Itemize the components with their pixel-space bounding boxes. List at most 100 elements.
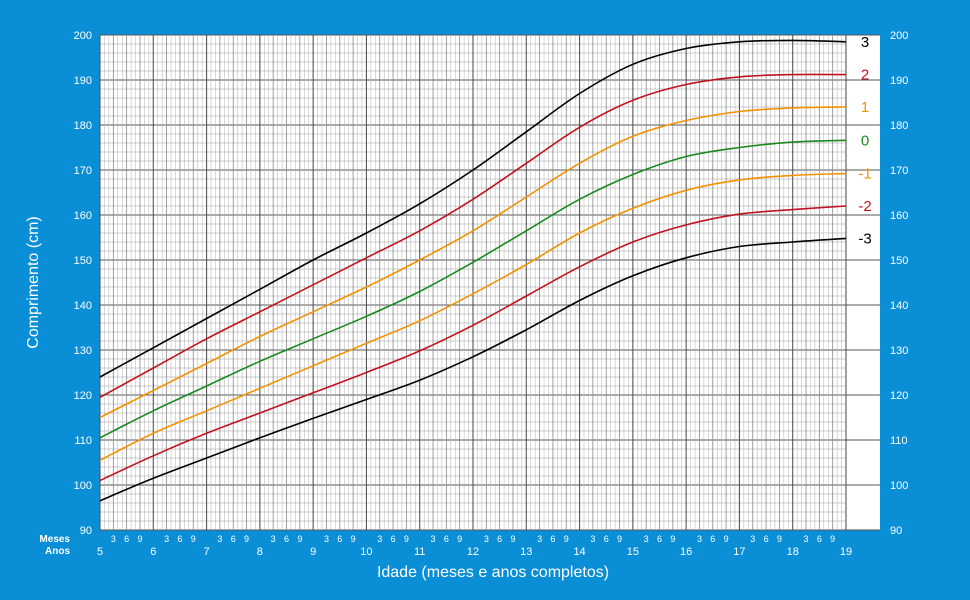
x-month-tick-label: 3	[377, 534, 382, 544]
x-month-tick-label: 6	[710, 534, 715, 544]
y-tick-label-right: 90	[890, 525, 902, 537]
series-line-3	[99, 39, 847, 378]
y-tick-label-left: 180	[74, 120, 92, 132]
series-line--2	[99, 205, 847, 482]
series-label--1: -1	[858, 166, 871, 183]
x-month-tick-label: 9	[404, 534, 409, 544]
series-label-2: 2	[861, 67, 869, 84]
y-tick-label-right: 160	[890, 210, 908, 222]
y-tick-label-left: 200	[74, 30, 92, 42]
x-month-tick-label: 6	[337, 534, 342, 544]
x-month-tick-label: 9	[617, 534, 622, 544]
x-year-tick-label: 8	[257, 546, 263, 558]
series-label-0: 0	[861, 132, 869, 149]
grid	[99, 34, 880, 531]
x-month-tick-label: 9	[777, 534, 782, 544]
x-month-tick-label: 6	[764, 534, 769, 544]
y-tick-label-right: 120	[890, 390, 908, 402]
x-year-tick-label: 6	[150, 546, 156, 558]
x-month-tick-label: 9	[297, 534, 302, 544]
y-tick-label-left: 150	[74, 255, 92, 267]
y-tick-label-left: 110	[74, 435, 92, 447]
x-year-tick-label: 14	[573, 546, 585, 558]
series-line--1	[99, 172, 847, 462]
x-year-tick-label: 9	[310, 546, 316, 558]
x-month-tick-label: 3	[111, 534, 116, 544]
x-month-tick-label: 9	[724, 534, 729, 544]
y-tick-label-right: 180	[890, 120, 908, 132]
x-year-tick-label: 12	[467, 546, 479, 558]
y-tick-label-left: 130	[74, 345, 92, 357]
x-month-tick-label: 9	[191, 534, 196, 544]
x-month-tick-label: 3	[697, 534, 702, 544]
x-month-tick-label: 9	[457, 534, 462, 544]
x-month-tick-label: 6	[817, 534, 822, 544]
months-row-label: Meses	[39, 534, 70, 545]
x-year-tick-label: 15	[627, 546, 639, 558]
x-month-tick-label: 3	[217, 534, 222, 544]
x-month-tick-label: 9	[564, 534, 569, 544]
y-tick-label-left: 140	[74, 300, 92, 312]
series-label-1: 1	[861, 99, 869, 116]
x-year-tick-label: 19	[840, 546, 852, 558]
x-month-tick-label: 3	[484, 534, 489, 544]
y-tick-label-right: 150	[890, 255, 908, 267]
series-line-2	[99, 73, 847, 399]
y-tick-label-right: 170	[890, 165, 908, 177]
x-year-tick-label: 17	[733, 546, 745, 558]
years-row-label: Anos	[45, 546, 70, 557]
x-month-tick-label: 3	[324, 534, 329, 544]
series-line-1	[99, 106, 847, 419]
x-month-tick-label: 6	[657, 534, 662, 544]
x-month-tick-label: 6	[391, 534, 396, 544]
y-axis-title: Comprimento (cm)	[25, 216, 42, 348]
x-year-tick-label: 16	[680, 546, 692, 558]
x-year-tick-label: 10	[360, 546, 372, 558]
x-month-tick-label: 3	[644, 534, 649, 544]
x-month-tick-label: 3	[537, 534, 542, 544]
x-year-tick-label: 7	[204, 546, 210, 558]
y-tick-label-right: 100	[890, 480, 908, 492]
x-axis-title: Idade (meses e anos completos)	[377, 564, 609, 581]
y-tick-label-left: 190	[74, 75, 92, 87]
y-tick-label-left: 170	[74, 165, 92, 177]
x-month-tick-label: 3	[164, 534, 169, 544]
x-month-tick-label: 6	[444, 534, 449, 544]
x-month-tick-label: 9	[510, 534, 515, 544]
series-lines	[99, 39, 847, 502]
x-month-tick-label: 3	[271, 534, 276, 544]
series-label--3: -3	[858, 230, 871, 247]
x-year-tick-label: 11	[414, 546, 425, 558]
y-tick-label-left: 90	[80, 525, 92, 537]
y-tick-label-right: 200	[890, 30, 908, 42]
y-tick-label-left: 120	[74, 390, 92, 402]
plot-area	[100, 35, 880, 530]
x-month-tick-label: 3	[431, 534, 436, 544]
x-year-tick-label: 18	[787, 546, 799, 558]
x-month-tick-label: 3	[590, 534, 595, 544]
x-month-tick-label: 3	[804, 534, 809, 544]
y-tick-label-right: 130	[890, 345, 908, 357]
x-month-tick-label: 6	[550, 534, 555, 544]
x-month-tick-label: 3	[750, 534, 755, 544]
series-line-0	[99, 139, 847, 439]
x-month-tick-label: 6	[497, 534, 502, 544]
y-tick-label-left: 160	[74, 210, 92, 222]
x-month-tick-label: 9	[244, 534, 249, 544]
x-month-tick-label: 9	[830, 534, 835, 544]
y-tick-label-right: 140	[890, 300, 908, 312]
x-month-tick-label: 6	[231, 534, 236, 544]
x-month-tick-label: 6	[124, 534, 129, 544]
x-year-tick-label: 5	[97, 546, 103, 558]
x-month-tick-label: 6	[177, 534, 182, 544]
x-month-tick-label: 9	[137, 534, 142, 544]
y-tick-label-right: 110	[890, 435, 908, 447]
series-line--3	[99, 237, 847, 502]
y-tick-label-left: 100	[74, 480, 92, 492]
series-labels: 3 2 1 0 -1 -2 -3	[858, 34, 871, 248]
series-label-3: 3	[861, 34, 869, 51]
x-month-tick-label: 6	[284, 534, 289, 544]
